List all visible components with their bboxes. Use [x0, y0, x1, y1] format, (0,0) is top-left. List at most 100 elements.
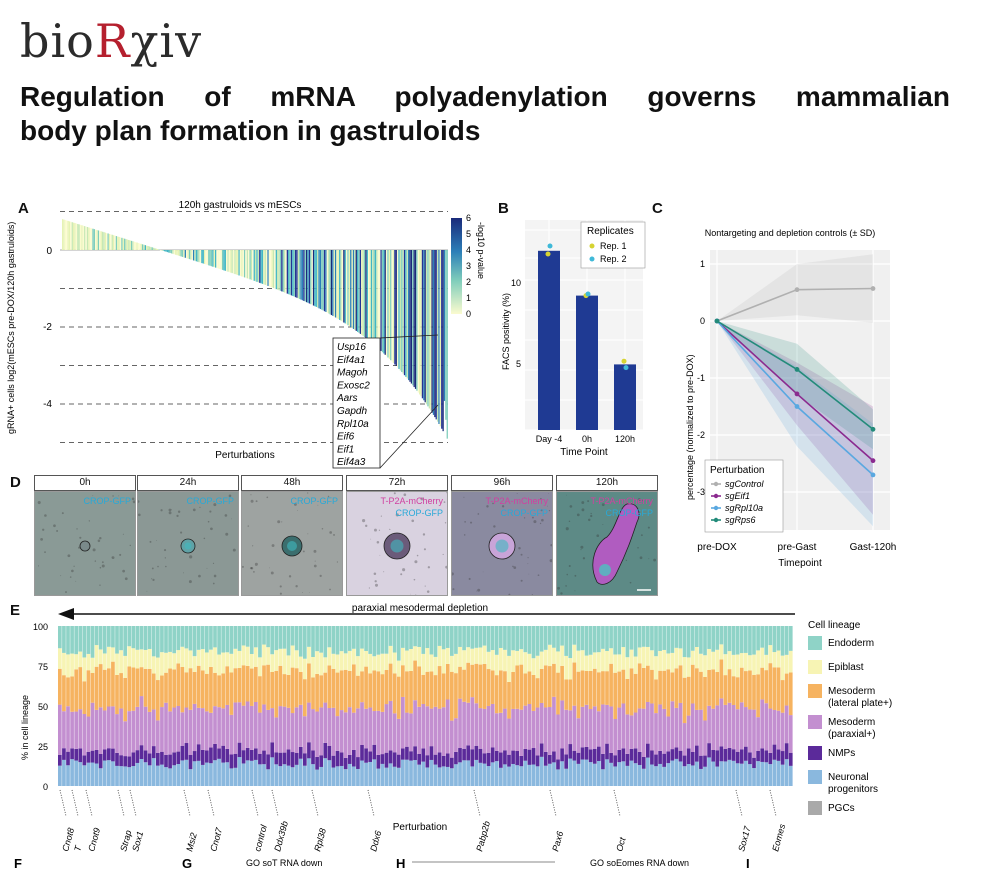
- perturbation-bar: [362, 250, 364, 336]
- lineage-segment: [425, 706, 430, 756]
- perturbation-bar: [434, 250, 436, 418]
- lineage-segment: [756, 650, 760, 675]
- lineage-segment: [58, 648, 62, 669]
- lineage-segment: [180, 745, 185, 761]
- perturbation-bar: [315, 250, 317, 307]
- lineage-segment: [650, 626, 654, 651]
- lineage-segment: [372, 711, 377, 745]
- perturbation-bar: [420, 250, 422, 397]
- legend-swatch: [808, 770, 822, 784]
- panel-e-chart: paraxial mesodermal depletion 100 75 50 …: [14, 603, 892, 871]
- lineage-segment: [343, 769, 348, 786]
- lineage-segment: [752, 757, 756, 769]
- lineage-segment: [490, 762, 495, 786]
- panel-a-title: 120h gastruloids vs mESCs: [179, 200, 302, 211]
- lineage-segment: [629, 626, 634, 650]
- svg-text:6: 6: [466, 213, 471, 223]
- lineage-segment: [352, 626, 356, 649]
- lineage-segment: [699, 755, 703, 769]
- perturbation-gene: Ddx6: [368, 830, 383, 853]
- lineage-segment: [466, 662, 471, 703]
- perturbation-bar: [177, 250, 180, 256]
- marker-label: CROP-GFP: [395, 508, 443, 518]
- lineage-segment: [633, 673, 638, 713]
- lineage-segment: [139, 626, 144, 650]
- lineage-segment: [511, 763, 515, 786]
- perturbation-bar: [361, 250, 363, 335]
- callout-gene: Eif6: [337, 432, 355, 443]
- lineage-segment: [421, 748, 426, 762]
- lineage-segment: [270, 742, 275, 758]
- perturbation-bar: [234, 250, 236, 275]
- lineage-segment: [278, 648, 283, 666]
- lineage-segment: [254, 647, 258, 667]
- lineage-segment: [674, 647, 679, 669]
- svg-text:25: 25: [38, 742, 48, 752]
- lineage-segment: [196, 707, 201, 745]
- lineage-segment: [282, 674, 287, 707]
- lineage-segment: [499, 752, 503, 768]
- gene-callout-box: [332, 337, 381, 469]
- lineage-segment: [180, 712, 185, 746]
- perturbation-bar: [143, 244, 145, 250]
- lineage-segment: [172, 752, 177, 766]
- lineage-segment: [123, 655, 128, 678]
- lineage-segment: [131, 710, 136, 753]
- perturbation-bar: [99, 230, 101, 250]
- lineage-segment: [641, 756, 646, 769]
- replicate-point: [621, 358, 627, 364]
- svg-text:(lateral plate+): (lateral plate+): [828, 698, 892, 709]
- lineage-segment: [62, 748, 66, 760]
- lineage-segment: [168, 626, 172, 652]
- lineage-segment: [588, 762, 593, 786]
- lineage-segment: [119, 755, 123, 767]
- e-legend-title: Cell lineage: [808, 620, 861, 631]
- lineage-segment: [78, 748, 83, 763]
- lineage-segment: [147, 753, 152, 766]
- legend-swatch: [808, 684, 822, 698]
- lineage-segment: [519, 709, 524, 756]
- lineage-segment: [674, 707, 679, 748]
- perturbation-bar: [133, 241, 135, 250]
- lineage-segment: [450, 671, 454, 721]
- perturbation-bar: [279, 250, 282, 291]
- svg-text:-1: -1: [697, 373, 705, 383]
- facs-bar: [538, 250, 560, 430]
- lineage-segment: [662, 766, 667, 786]
- lineage-segment: [764, 703, 769, 751]
- lineage-segment: [164, 626, 168, 653]
- legend-swatch: [808, 801, 822, 815]
- lineage-segment: [352, 648, 356, 665]
- lineage-segment: [613, 672, 618, 719]
- lineage-segment: [670, 672, 675, 702]
- lineage-segment: [556, 651, 560, 673]
- lineage-segment: [286, 765, 291, 786]
- lineage-segment: [609, 663, 613, 707]
- lineage-segment: [576, 650, 581, 672]
- lineage-segment: [339, 752, 344, 766]
- a-ytick: -4: [43, 399, 52, 410]
- lineage-segment: [184, 759, 189, 786]
- legend-entry: PGCs: [828, 803, 855, 814]
- svg-text:Rep. 1: Rep. 1: [600, 241, 627, 251]
- lineage-segment: [205, 626, 209, 653]
- lineage-segment: [486, 752, 491, 767]
- perturbation-bar: [135, 242, 137, 250]
- lineage-segment: [262, 665, 266, 705]
- marker-label: CROP-GFP: [605, 508, 653, 518]
- perturbation-bar: [343, 250, 345, 323]
- lineage-segment: [86, 751, 91, 763]
- lineage-segment: [282, 706, 287, 753]
- lineage-segment: [731, 705, 736, 750]
- lineage-segment: [396, 676, 401, 719]
- perturbation-bar: [96, 230, 98, 250]
- perturbation-bar: [377, 250, 379, 349]
- lineage-segment: [527, 749, 532, 765]
- svg-text:Perturbation: Perturbation: [710, 465, 764, 476]
- lineage-segment: [249, 668, 254, 706]
- lineage-segment: [739, 667, 744, 703]
- perturbation-bar: [126, 239, 129, 250]
- perturbation-bar: [339, 250, 341, 320]
- lineage-segment: [311, 764, 315, 786]
- perturbation-bar: [390, 250, 392, 361]
